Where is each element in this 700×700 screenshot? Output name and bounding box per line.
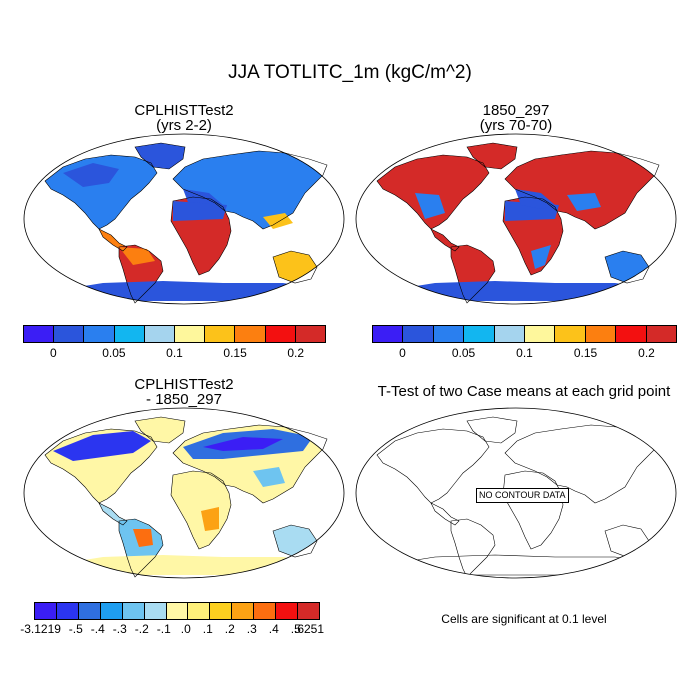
colorbar-swatch: [78, 603, 101, 619]
colorbar-tick-label: -.5: [68, 622, 83, 636]
colorbar-tick-label: .2: [224, 622, 235, 636]
colorbar-swatch: [494, 326, 526, 342]
colorbar-swatch: [295, 326, 326, 342]
colorbar-tick-label: 0.1: [516, 346, 533, 360]
colorbar-swatch: [525, 326, 556, 342]
colorbar-swatch: [210, 603, 233, 619]
colorbar-swatch: [616, 326, 647, 342]
panel-title-case2: 1850_297 (yrs 70-70): [356, 103, 676, 133]
panel-title-case2-line2: (yrs 70-70): [479, 117, 553, 134]
colorbar-case1: [23, 325, 326, 343]
colorbar-swatch: [175, 326, 206, 342]
colorbar-tick-label: 0: [49, 346, 57, 360]
colorbar-swatch: [232, 603, 255, 619]
colorbar-swatch: [585, 326, 617, 342]
colorbar-swatch: [235, 326, 266, 342]
colorbar-swatch: [54, 326, 85, 342]
colorbar-difference: [34, 602, 320, 620]
panel-title-ttest: T-Test of two Case means at each grid po…: [377, 383, 671, 400]
panel-title-diff: CPLHISTTest2 - 1850_297: [24, 377, 344, 407]
colorbar-tick-label: 0.2: [638, 346, 655, 360]
colorbar-swatch: [254, 603, 277, 619]
colorbar-tick-label: 0.2: [287, 346, 305, 360]
colorbar-tick-label: .0: [180, 622, 191, 636]
colorbar-tick-label: .4: [268, 622, 279, 636]
colorbar-tick-label: 0.15: [223, 346, 247, 360]
panel-title-case1-line1: CPLHISTTest2: [134, 102, 234, 119]
no-contour-data-label: NO CONTOUR DATA: [476, 488, 569, 503]
colorbar-tick-label: -.3: [112, 622, 127, 636]
map-difference: [23, 407, 345, 579]
colorbar-swatch: [114, 326, 145, 342]
colorbar-swatch: [35, 603, 57, 619]
panel-title-case2-line1: 1850_297: [482, 102, 550, 119]
colorbar-swatch: [276, 603, 299, 619]
colorbar-tick-label: .5: [290, 622, 301, 636]
map-case2: [355, 133, 677, 305]
colorbar-swatch: [122, 603, 145, 619]
panel-title-case1-line2: (yrs 2-2): [156, 117, 212, 134]
colorbar-tick-label: .6251: [293, 622, 325, 636]
colorbar-tick-label: 0.1: [166, 346, 183, 360]
colorbar-swatch: [433, 326, 465, 342]
colorbar-swatch: [24, 326, 55, 342]
colorbar-swatch: [373, 326, 404, 342]
colorbar-swatch: [555, 326, 586, 342]
colorbar-tick-label: 0.05: [451, 346, 476, 360]
colorbar-swatch: [188, 603, 211, 619]
colorbar-tick-label: .1: [202, 622, 213, 636]
colorbar-swatch: [84, 326, 115, 342]
colorbar-tick-label: -.2: [134, 622, 149, 636]
significance-note: Cells are significant at 0.1 level: [441, 612, 607, 626]
colorbar-tick-label: .3: [246, 622, 257, 636]
colorbar-swatch: [144, 603, 167, 619]
panel-title-diff-line2: - 1850_297: [146, 391, 222, 408]
panel-title-case1: CPLHISTTest2 (yrs 2-2): [24, 103, 344, 133]
colorbar-tick-label: 0.05: [102, 346, 126, 360]
colorbar-swatch: [265, 326, 296, 342]
colorbar-swatch: [298, 603, 319, 619]
colorbar-tick-label: -.1: [156, 622, 171, 636]
colorbar-swatch: [646, 326, 677, 342]
colorbar-tick-label: -.4: [90, 622, 105, 636]
colorbar-swatch: [205, 326, 236, 342]
colorbar-swatch: [403, 326, 434, 342]
colorbar-swatch: [166, 603, 189, 619]
map-case1: [23, 133, 345, 305]
colorbar-swatch: [464, 326, 495, 342]
colorbar-swatch: [100, 603, 123, 619]
figure-title: JJA TOTLITC_1m (kgC/m^2): [228, 62, 472, 83]
colorbar-tick-label: 0.15: [573, 346, 598, 360]
colorbar-swatch: [56, 603, 79, 619]
colorbar-swatch: [144, 326, 176, 342]
colorbar-tick-label: 0: [399, 346, 406, 360]
panel-title-diff-line1: CPLHISTTest2: [134, 376, 234, 393]
colorbar-tick-label: -3.1219: [20, 622, 61, 636]
colorbar-case2: [372, 325, 677, 343]
